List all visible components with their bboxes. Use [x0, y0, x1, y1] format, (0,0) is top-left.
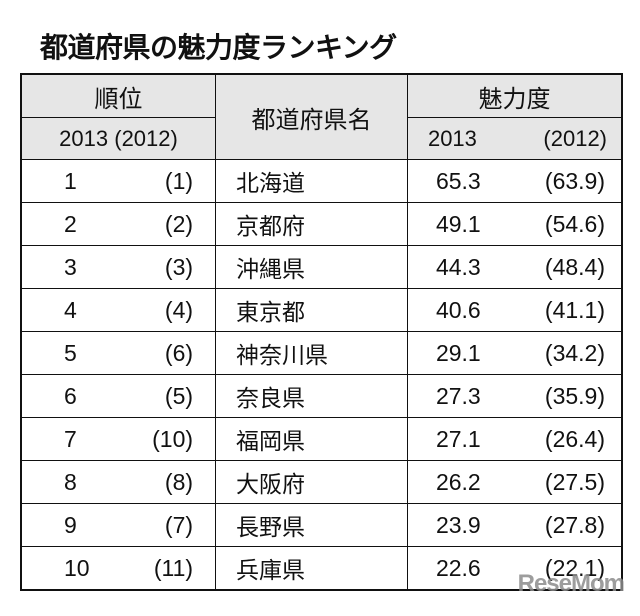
- rank-cell: 6 (5): [20, 374, 217, 418]
- rank-cell: 7 (10): [20, 417, 217, 461]
- header-rank-year-previous: (2012): [114, 125, 178, 151]
- resemom-watermark: ReseMom: [517, 570, 625, 597]
- score-current: 44.3: [435, 253, 481, 280]
- score-previous: (35.9): [544, 382, 605, 409]
- prefecture-name: 沖縄県: [215, 245, 408, 289]
- prefecture-name: 京都府: [215, 202, 408, 246]
- rank-cell: 10 (11): [20, 546, 217, 591]
- score-cell: 44.3 (48.4): [406, 245, 623, 289]
- rank-current: 5: [64, 339, 77, 366]
- score-cell: 27.1 (26.4): [406, 417, 623, 461]
- rank-current: 4: [64, 296, 77, 323]
- rank-cell: 5 (6): [20, 331, 217, 375]
- table-row: 1 (1) 北海道 65.3 (63.9): [20, 159, 623, 203]
- prefecture-name: 東京都: [215, 288, 408, 332]
- score-current: 23.9: [435, 511, 481, 538]
- prefecture-name: 北海道: [215, 159, 408, 203]
- rank-current: 1: [64, 167, 77, 194]
- rank-previous: (2): [164, 210, 194, 237]
- header-score: 魅力度: [406, 73, 623, 118]
- score-cell: 27.3 (35.9): [406, 374, 623, 418]
- rank-current: 6: [64, 382, 77, 409]
- header-rank: 順位: [20, 73, 217, 118]
- table-row: 3 (3) 沖縄県 44.3 (48.4): [20, 245, 623, 289]
- rank-current: 2: [64, 210, 77, 237]
- score-cell: 49.1 (54.6): [406, 202, 623, 246]
- score-previous: (54.6): [544, 210, 605, 237]
- rank-current: 9: [64, 511, 77, 538]
- score-current: 65.3: [435, 167, 481, 194]
- table-row: 8 (8) 大阪府 26.2 (27.5): [20, 460, 623, 504]
- table-row: 7 (10) 福岡県 27.1 (26.4): [20, 417, 623, 461]
- rank-previous: (7): [164, 511, 194, 538]
- prefecture-name: 兵庫県: [215, 546, 408, 591]
- score-current: 29.1: [435, 339, 481, 366]
- header-rank-year-current: 2013: [59, 125, 109, 151]
- prefecture-name: 神奈川県: [215, 331, 408, 375]
- header-score-years: 2013 (2012): [406, 117, 623, 160]
- rank-previous: (4): [164, 296, 194, 323]
- score-cell: 26.2 (27.5): [406, 460, 623, 504]
- rank-cell: 8 (8): [20, 460, 217, 504]
- header-score-year-current: 2013: [427, 125, 477, 151]
- table-row: 4 (4) 東京都 40.6 (41.1): [20, 288, 623, 332]
- rank-cell: 4 (4): [20, 288, 217, 332]
- rank-cell: 2 (2): [20, 202, 217, 246]
- rank-cell: 3 (3): [20, 245, 217, 289]
- rank-previous: (11): [153, 554, 194, 581]
- score-current: 22.6: [435, 554, 481, 581]
- rank-current: 8: [64, 468, 77, 495]
- table-row: 6 (5) 奈良県 27.3 (35.9): [20, 374, 623, 418]
- score-cell: 22.6 (22.1): [406, 546, 623, 591]
- page-title: 都道府県の魅力度ランキング: [40, 31, 397, 64]
- score-previous: (27.8): [544, 511, 605, 538]
- score-current: 27.3: [435, 382, 481, 409]
- rank-cell: 9 (7): [20, 503, 217, 547]
- score-previous: (34.2): [544, 339, 605, 366]
- score-current: 40.6: [435, 296, 481, 323]
- rank-cell: 1 (1): [20, 159, 217, 203]
- rank-previous: (10): [152, 425, 194, 452]
- score-current: 49.1: [435, 210, 481, 237]
- rank-previous: (1): [164, 167, 194, 194]
- score-cell: 40.6 (41.1): [406, 288, 623, 332]
- prefecture-name: 大阪府: [215, 460, 408, 504]
- rank-previous: (8): [164, 468, 194, 495]
- header-score-year-previous: (2012): [543, 125, 607, 151]
- table-row: 9 (7) 長野県 23.9 (27.8): [20, 503, 623, 547]
- score-current: 27.1: [435, 425, 481, 452]
- rank-previous: (3): [164, 253, 194, 280]
- rank-previous: (6): [164, 339, 194, 366]
- header-prefecture: 都道府県名: [215, 73, 408, 160]
- prefecture-name: 福岡県: [215, 417, 408, 461]
- prefecture-name: 奈良県: [215, 374, 408, 418]
- rank-current: 10: [64, 554, 90, 581]
- prefecture-name: 長野県: [215, 503, 408, 547]
- score-previous: (26.4): [544, 425, 605, 452]
- rank-current: 7: [64, 425, 77, 452]
- table-row: 5 (6) 神奈川県 29.1 (34.2): [20, 331, 623, 375]
- header-rank-years: 2013 (2012): [20, 117, 217, 160]
- ranking-table: 順位 都道府県名 魅力度 2013 (2012) 2013 (2012) 1 (…: [20, 73, 623, 591]
- score-previous: (63.9): [544, 167, 605, 194]
- rank-current: 3: [64, 253, 77, 280]
- table-row: 2 (2) 京都府 49.1 (54.6): [20, 202, 623, 246]
- score-previous: (27.5): [544, 468, 605, 495]
- score-previous: (48.4): [544, 253, 605, 280]
- rank-previous: (5): [164, 382, 194, 409]
- score-cell: 23.9 (27.8): [406, 503, 623, 547]
- score-cell: 29.1 (34.2): [406, 331, 623, 375]
- score-current: 26.2: [435, 468, 481, 495]
- score-previous: (41.1): [544, 296, 605, 323]
- score-cell: 65.3 (63.9): [406, 159, 623, 203]
- score-previous: (22.1): [544, 554, 605, 581]
- table-row: 10 (11) 兵庫県 22.6 (22.1): [20, 546, 623, 591]
